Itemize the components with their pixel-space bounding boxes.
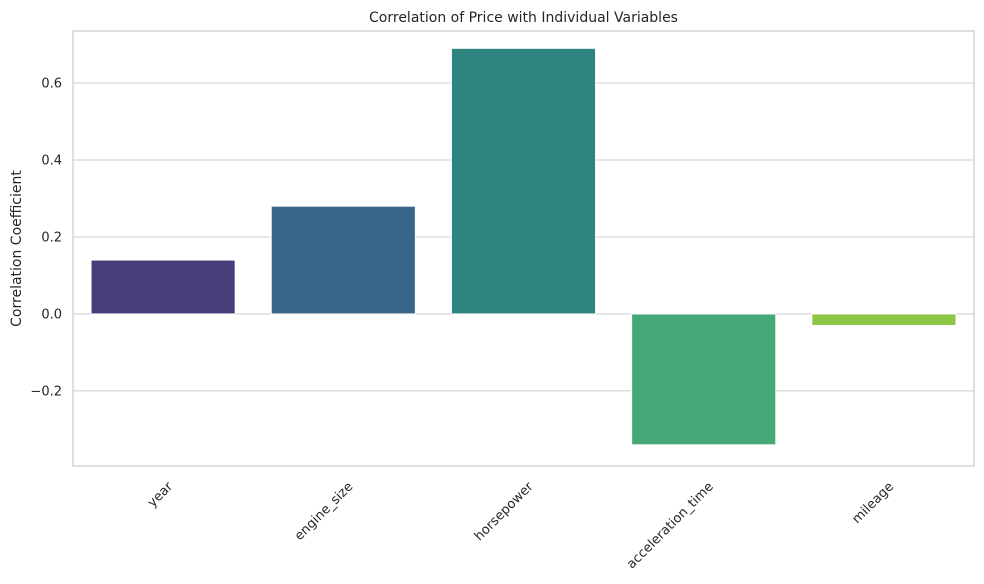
chart-title: Correlation of Price with Individual Var… [369, 10, 678, 26]
bar-horsepower [450, 47, 597, 315]
y-tick-label: 0.0 [41, 307, 62, 322]
y-tick-label: 0.6 [41, 76, 62, 91]
bar-year [90, 259, 236, 315]
bar-mileage [811, 313, 957, 326]
plot-frame [72, 30, 975, 467]
bars [90, 47, 957, 446]
y-tick-label: 0.2 [41, 230, 62, 245]
bar-engine-size [270, 205, 416, 315]
y-axis-label: Correlation Coefficient [9, 170, 25, 327]
bar-acceleration-time [631, 313, 777, 446]
y-tick-label: 0.4 [41, 153, 62, 168]
y-tick-label: −0.2 [30, 384, 62, 399]
y-tick-labels: −0.2 0.0 0.2 0.4 0.6 [30, 76, 62, 399]
